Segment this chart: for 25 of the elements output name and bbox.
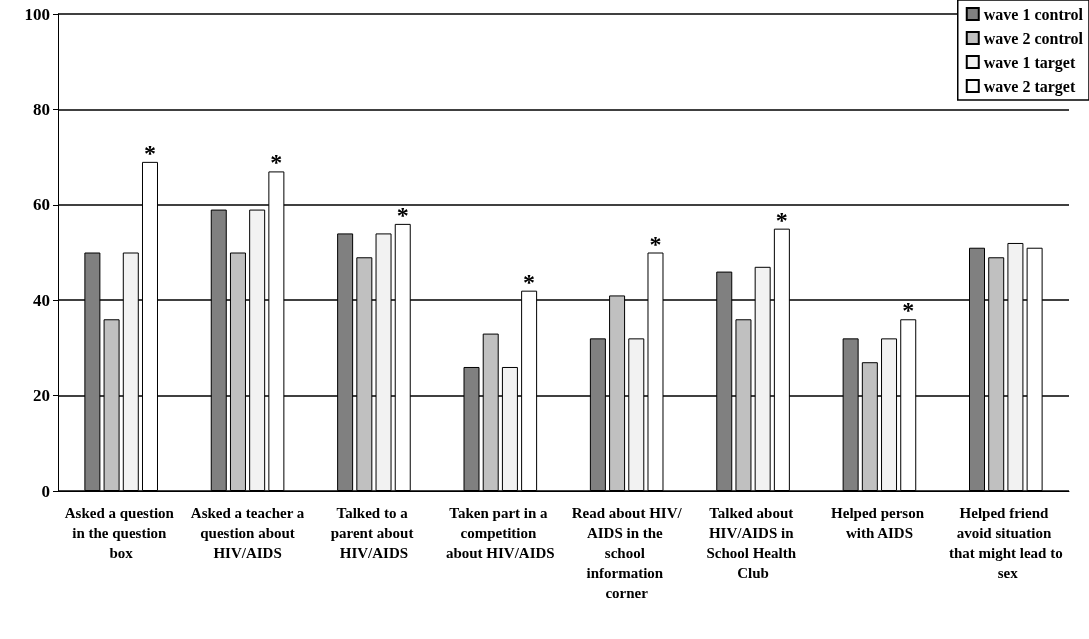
- data-label: *: [649, 230, 662, 257]
- data-label: *: [270, 149, 283, 176]
- legend-label: wave 1 target: [983, 53, 1076, 72]
- y-tick-label: 40: [33, 290, 50, 310]
- data-label: *: [396, 201, 409, 228]
- y-tick-label: 0: [41, 481, 50, 501]
- data-label: *: [775, 206, 788, 233]
- data-label: *: [902, 297, 915, 324]
- data-label: *: [523, 268, 536, 295]
- data-label: *: [143, 139, 156, 166]
- x-tick-label: Talked to a parent about HIV/AIDS: [330, 505, 418, 561]
- y-tick-label: 20: [33, 386, 50, 406]
- x-tick-label: Helped person with AIDS: [831, 505, 928, 541]
- legend-label: wave 2 control: [983, 29, 1084, 47]
- y-tick-label: 80: [33, 99, 50, 119]
- x-tick-label: Helped friend avoid situation that might lead to sex: [948, 505, 1063, 581]
- legend-label: wave 1 control: [983, 5, 1084, 23]
- x-tick-label: Asked a question in the question box: [64, 505, 178, 561]
- legend-label: wave 2 target: [983, 77, 1076, 96]
- x-tick-label: Taken part in a competition about HIV/AIDS: [445, 505, 555, 561]
- x-tick-label: Talked about HIV/AIDS in School Health Club: [706, 505, 800, 581]
- y-tick-label: 60: [33, 195, 50, 215]
- y-tick-label: 100: [24, 4, 50, 24]
- x-tick-label: Read about HIV/AIDS in the school information corner: [571, 505, 683, 601]
- x-tick-label: Asked a teacher a question about HIV/AIDS: [190, 505, 305, 561]
